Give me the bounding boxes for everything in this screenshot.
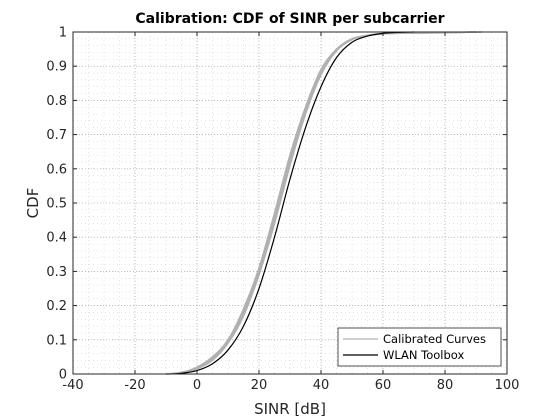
- y-tick-label: 0.3: [46, 265, 67, 280]
- y-tick-label: 0.9: [46, 60, 67, 75]
- series-line-wlan-toolbox: [172, 31, 415, 375]
- x-tick-label: 80: [437, 378, 454, 393]
- legend-label-calibrated: Calibrated Curves: [383, 332, 486, 346]
- axis-ticks: [72, 31, 508, 375]
- x-tick-label: -40: [62, 378, 83, 393]
- x-tick-label: 40: [313, 378, 330, 393]
- y-tick-label: 1: [59, 26, 67, 41]
- y-tick-label: 0.2: [46, 299, 67, 314]
- legend-label-wlan: WLAN Toolbox: [383, 348, 464, 362]
- legend: Calibrated Curves WLAN Toolbox: [337, 327, 502, 367]
- y-tick-label: 0.6: [46, 162, 67, 177]
- x-tick-label: 60: [375, 378, 392, 393]
- y-tick-label: 0.4: [46, 231, 67, 246]
- y-tick-label: 0.5: [46, 197, 67, 212]
- x-axis-label: SINR [dB]: [254, 400, 326, 418]
- y-tick-label: 0.1: [46, 333, 67, 348]
- x-tick-label: -20: [124, 378, 145, 393]
- y-tick-label: 0: [59, 368, 67, 383]
- legend-box: [337, 327, 502, 367]
- chart-title: Calibration: CDF of SINR per subcarrier: [135, 11, 444, 27]
- tick-labels: -40 -20 0 20 40 60 80 100 0 0.1 0.2 0.3 0.4 0.5 0.6 0.7…: [46, 26, 519, 394]
- y-axis-label: CDF: [24, 188, 42, 219]
- x-tick-label: 20: [251, 378, 268, 393]
- series-layer: [165, 31, 483, 375]
- x-tick-label: 100: [495, 378, 520, 393]
- x-tick-label: 0: [193, 378, 201, 393]
- y-tick-label: 0.7: [46, 128, 67, 143]
- y-tick-label: 0.8: [46, 94, 67, 109]
